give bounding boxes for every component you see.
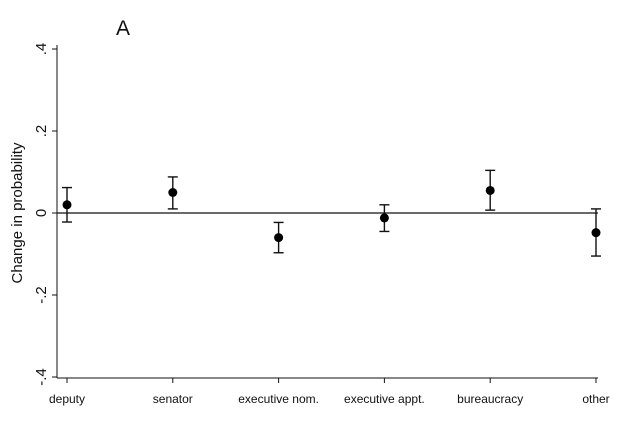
estimate-point: [485, 185, 495, 195]
x-tick-label: senator: [153, 392, 193, 406]
y-ticks: .4 .2 0 -.2 -.4: [33, 43, 57, 386]
chart-title: A: [116, 17, 130, 40]
estimate-point: [168, 188, 178, 197]
y-tick-label: .2: [33, 125, 50, 138]
y-tick-label: .4: [33, 43, 50, 56]
x-tick-label: other: [582, 392, 609, 406]
estimate-point: [62, 200, 72, 210]
x-tick-label: executive appt.: [344, 392, 425, 406]
estimate-point: [379, 213, 389, 223]
x-tick-label: executive nom.: [238, 392, 319, 406]
x-tick-label: bureaucracy: [457, 392, 523, 406]
y-axis-label: Change in probability: [9, 142, 26, 283]
y-tick-label: -.2: [33, 286, 50, 304]
x-ticks: deputy senator executive nom. executive app…: [49, 378, 610, 406]
y-tick-label: 0: [33, 209, 50, 217]
estimate-point: [591, 228, 601, 238]
estimate-point: [274, 233, 284, 243]
estimate-markers: [62, 169, 601, 257]
y-tick-label: -.4: [33, 368, 50, 386]
x-tick-label: deputy: [49, 392, 85, 406]
